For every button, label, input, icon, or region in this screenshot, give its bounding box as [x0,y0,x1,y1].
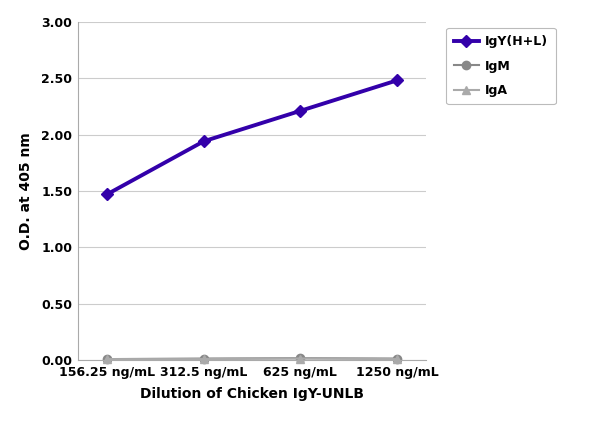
IgY(H+L) [394,78,401,83]
X-axis label: Dilution of Chicken IgY-UNLB: Dilution of Chicken IgY-UNLB [140,387,364,401]
Legend: IgY(H+L), IgM, IgA: IgY(H+L), IgM, IgA [446,28,556,105]
IgM [394,356,401,361]
IgA [297,356,304,361]
IgM [200,356,207,361]
IgY(H+L) [200,139,207,144]
IgM [297,355,304,361]
IgA [103,356,110,362]
Y-axis label: O.D. at 405 nm: O.D. at 405 nm [19,132,33,250]
IgA [394,356,401,362]
Line: IgA: IgA [103,354,401,363]
IgY(H+L) [297,108,304,113]
Line: IgY(H+L): IgY(H+L) [103,76,401,198]
IgA [200,356,207,362]
IgM [103,356,110,362]
Line: IgM: IgM [103,354,401,363]
IgY(H+L) [103,192,110,197]
